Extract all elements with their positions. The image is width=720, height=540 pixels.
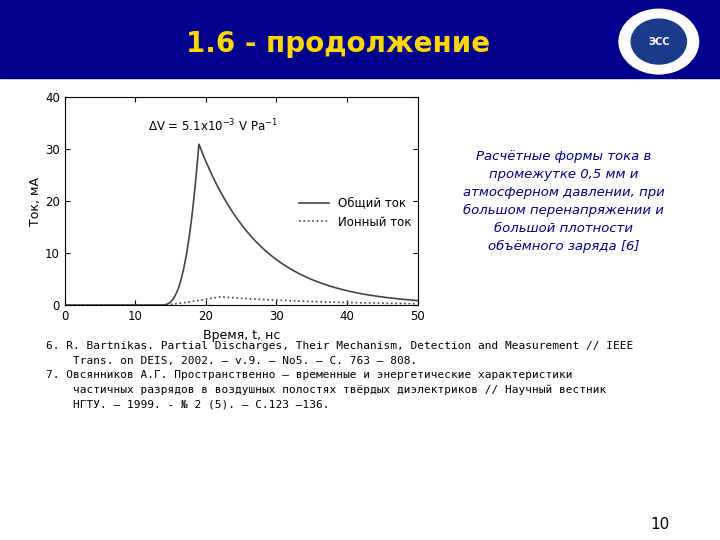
- Circle shape: [622, 26, 634, 36]
- Circle shape: [640, 62, 652, 71]
- Circle shape: [676, 56, 688, 65]
- Circle shape: [653, 64, 665, 73]
- Circle shape: [653, 10, 665, 19]
- Text: $\Delta$V = 5.1x10$^{-3}$ V Pa$^{-1}$: $\Delta$V = 5.1x10$^{-3}$ V Pa$^{-1}$: [148, 118, 278, 134]
- Circle shape: [629, 56, 642, 65]
- Text: 10: 10: [650, 517, 670, 532]
- Y-axis label: Ток, мА: Ток, мА: [30, 177, 42, 226]
- Text: Расчётные формы тока в
промежутке 0,5 мм и
атмосферном давлении, при
большом пер: Расчётные формы тока в промежутке 0,5 мм…: [462, 150, 665, 253]
- Text: 1.6 - продолжение: 1.6 - продолжение: [186, 30, 490, 58]
- Legend: Общий ток, Ионный ток: Общий ток, Ионный ток: [300, 197, 412, 228]
- Circle shape: [619, 9, 698, 74]
- Circle shape: [665, 12, 678, 22]
- Circle shape: [683, 26, 696, 36]
- Circle shape: [665, 62, 678, 71]
- Circle shape: [686, 37, 698, 46]
- Circle shape: [676, 18, 688, 28]
- Circle shape: [629, 18, 642, 28]
- Circle shape: [683, 47, 696, 57]
- Text: ЭСС: ЭСС: [648, 37, 670, 46]
- Circle shape: [619, 37, 631, 46]
- Circle shape: [633, 21, 685, 63]
- Text: 6. R. Bartnikas. Partial Discharges, Their Mechanism, Detection and Measurement : 6. R. Bartnikas. Partial Discharges, The…: [45, 341, 633, 409]
- Circle shape: [622, 47, 634, 57]
- Circle shape: [640, 12, 652, 22]
- X-axis label: Время, t, нс: Время, t, нс: [202, 328, 280, 341]
- Circle shape: [631, 19, 686, 64]
